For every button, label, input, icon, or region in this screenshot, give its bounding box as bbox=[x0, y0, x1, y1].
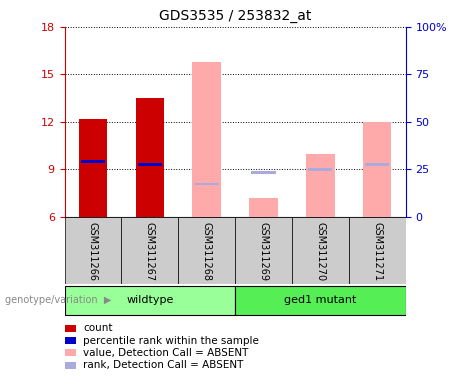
Bar bbox=[308, 168, 332, 170]
Bar bbox=[195, 182, 219, 185]
Bar bbox=[235, 217, 292, 284]
Text: value, Detection Call = ABSENT: value, Detection Call = ABSENT bbox=[83, 348, 248, 358]
Bar bbox=[178, 217, 235, 284]
Text: percentile rank within the sample: percentile rank within the sample bbox=[83, 336, 259, 346]
Bar bbox=[193, 62, 221, 217]
Bar bbox=[65, 286, 235, 315]
Bar bbox=[138, 164, 162, 166]
Text: count: count bbox=[83, 323, 112, 333]
Text: rank, Detection Call = ABSENT: rank, Detection Call = ABSENT bbox=[83, 360, 243, 370]
Text: GSM311271: GSM311271 bbox=[372, 222, 382, 281]
Bar bbox=[292, 217, 349, 284]
Bar bbox=[65, 217, 121, 284]
Bar bbox=[136, 98, 164, 217]
Bar bbox=[363, 122, 391, 217]
Bar bbox=[235, 286, 406, 315]
Text: GSM311270: GSM311270 bbox=[315, 222, 325, 281]
Text: GSM311267: GSM311267 bbox=[145, 222, 155, 281]
Text: ged1 mutant: ged1 mutant bbox=[284, 295, 356, 306]
Bar bbox=[251, 171, 276, 174]
Bar bbox=[121, 217, 178, 284]
Bar bbox=[365, 164, 390, 166]
Text: GSM311269: GSM311269 bbox=[259, 222, 269, 281]
Text: genotype/variation  ▶: genotype/variation ▶ bbox=[5, 295, 111, 306]
Text: wildtype: wildtype bbox=[126, 295, 173, 306]
Bar bbox=[349, 217, 406, 284]
Bar bbox=[79, 119, 107, 217]
Bar bbox=[81, 161, 105, 163]
Title: GDS3535 / 253832_at: GDS3535 / 253832_at bbox=[159, 9, 311, 23]
Text: GSM311266: GSM311266 bbox=[88, 222, 98, 281]
Text: GSM311268: GSM311268 bbox=[201, 222, 212, 281]
Bar bbox=[306, 154, 335, 217]
Bar bbox=[249, 198, 278, 217]
